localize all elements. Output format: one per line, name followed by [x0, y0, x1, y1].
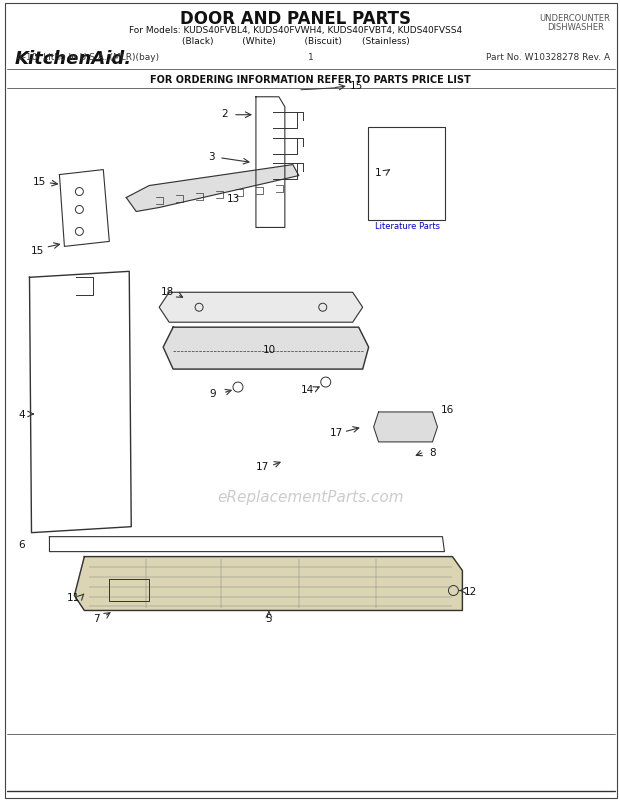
Text: DISHWASHER: DISHWASHER — [547, 23, 603, 32]
Text: 5: 5 — [265, 614, 272, 624]
Text: Literature Parts: Literature Parts — [375, 222, 440, 231]
Text: 2: 2 — [222, 108, 228, 119]
Polygon shape — [126, 165, 299, 213]
Text: 17: 17 — [256, 461, 270, 472]
Text: 16: 16 — [441, 404, 454, 415]
Text: (Black)          (White)          (Biscuit)       (Stainless): (Black) (White) (Biscuit) (Stainless) — [182, 38, 410, 47]
Text: 15: 15 — [33, 176, 46, 186]
Text: 3: 3 — [208, 152, 215, 161]
Text: 9: 9 — [210, 388, 216, 399]
Text: 14: 14 — [301, 384, 314, 395]
Polygon shape — [374, 412, 438, 443]
Text: 10: 10 — [262, 345, 275, 354]
Text: 4: 4 — [18, 410, 25, 419]
Text: 6: 6 — [18, 539, 25, 549]
Text: 13: 13 — [226, 193, 239, 203]
Text: 15: 15 — [31, 246, 44, 256]
Text: 7: 7 — [93, 614, 100, 624]
Text: 18: 18 — [161, 287, 174, 297]
Polygon shape — [163, 328, 369, 370]
Polygon shape — [74, 557, 463, 610]
Text: 1: 1 — [308, 53, 314, 63]
Text: eReplacementParts.com: eReplacementParts.com — [218, 490, 404, 504]
Text: DOOR AND PANEL PARTS: DOOR AND PANEL PARTS — [180, 10, 411, 28]
Text: UNDERCOUNTER: UNDERCOUNTER — [539, 14, 611, 23]
Text: 8: 8 — [429, 448, 436, 457]
Text: 15: 15 — [350, 81, 363, 91]
Text: KitchenAid.: KitchenAid. — [15, 50, 132, 68]
Text: 1: 1 — [375, 168, 382, 177]
Text: 17: 17 — [330, 427, 343, 437]
Text: 11: 11 — [67, 592, 80, 602]
FancyBboxPatch shape — [368, 128, 445, 221]
Text: 4-10  Litho In U.S.A. (MLR)(bay): 4-10 Litho In U.S.A. (MLR)(bay) — [17, 53, 159, 63]
Text: Part No. W10328278 Rev. A: Part No. W10328278 Rev. A — [486, 53, 610, 63]
Text: 12: 12 — [464, 585, 477, 596]
Text: FOR ORDERING INFORMATION REFER TO PARTS PRICE LIST: FOR ORDERING INFORMATION REFER TO PARTS … — [151, 75, 471, 85]
Text: For Models: KUDS40FVBL4, KUDS40FVWH4, KUDS40FVBT4, KUDS40FVSS4: For Models: KUDS40FVBL4, KUDS40FVWH4, KU… — [129, 26, 463, 35]
Polygon shape — [159, 293, 363, 322]
